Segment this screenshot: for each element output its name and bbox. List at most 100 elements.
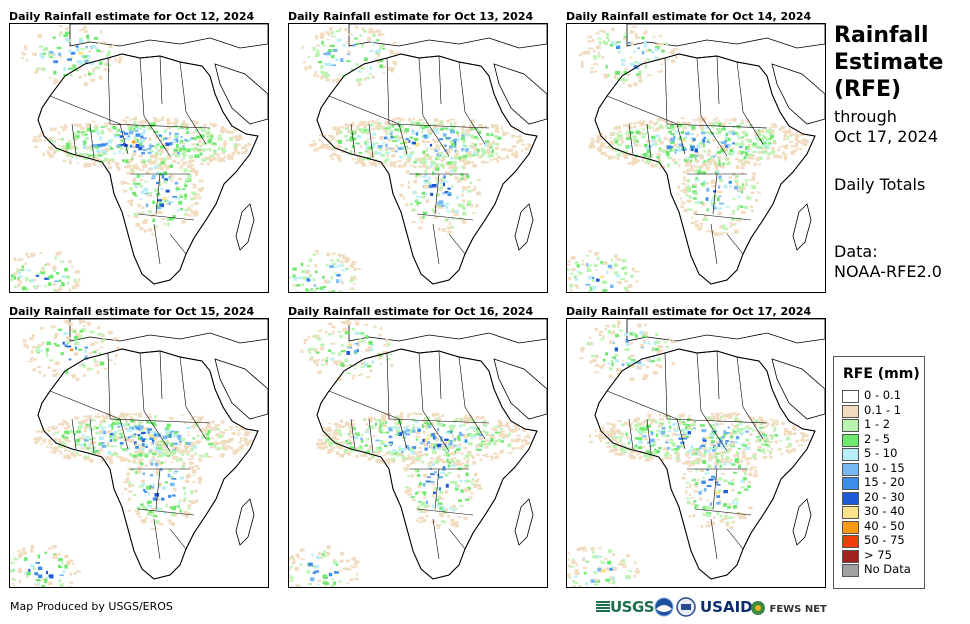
rain-cell xyxy=(729,185,733,188)
rain-cell xyxy=(166,120,171,123)
rain-cell xyxy=(147,491,151,496)
rain-cell xyxy=(317,370,322,374)
rain-cell xyxy=(755,137,760,141)
rain-cell xyxy=(188,500,191,503)
rain-cell xyxy=(166,218,170,222)
rain-cell xyxy=(794,143,799,147)
rain-cell xyxy=(450,445,455,449)
rain-cell xyxy=(490,438,494,441)
rain-cell xyxy=(386,155,389,158)
rain-cell xyxy=(567,263,571,266)
rain-cell xyxy=(313,348,318,353)
rain-cell xyxy=(589,287,593,291)
rain-cell xyxy=(660,69,663,73)
rain-cell xyxy=(78,39,84,43)
rain-cell xyxy=(369,153,375,157)
rain-cell xyxy=(366,365,372,368)
rain-cell xyxy=(412,499,417,502)
rain-cell xyxy=(685,163,690,167)
rain-cell xyxy=(456,451,460,454)
country-border xyxy=(628,123,634,155)
rain-cell xyxy=(156,171,159,176)
rain-cell xyxy=(399,125,404,129)
rain-cell xyxy=(705,166,710,171)
rain-cell xyxy=(215,424,220,427)
rain-cell xyxy=(332,435,336,440)
rain-cell xyxy=(741,158,744,162)
rain-cell xyxy=(465,479,470,483)
rain-cell xyxy=(313,334,317,338)
rain-cell xyxy=(153,424,157,427)
rain-cell xyxy=(210,154,215,157)
rain-cell xyxy=(197,148,202,152)
rain-cell xyxy=(388,441,394,445)
rain-cell xyxy=(594,32,600,35)
rain-cell xyxy=(220,127,225,130)
rain-cell xyxy=(368,341,373,345)
rain-cell xyxy=(423,136,428,139)
rain-cell xyxy=(368,146,373,150)
rain-cell xyxy=(472,419,475,423)
rain-cell xyxy=(417,501,422,503)
rain-cell xyxy=(141,429,145,433)
rain-cell xyxy=(505,422,509,425)
rain-cell xyxy=(462,154,465,157)
rain-cell xyxy=(655,433,659,437)
rain-cell xyxy=(133,213,138,216)
rain-cell xyxy=(702,144,705,148)
rain-cell xyxy=(411,427,415,430)
rain-cell xyxy=(164,178,169,181)
rain-cell xyxy=(771,147,775,150)
rain-cell xyxy=(173,487,177,492)
rain-cell xyxy=(621,63,625,66)
rain-cell xyxy=(694,148,698,153)
rain-cell xyxy=(461,433,465,436)
rain-cell xyxy=(108,359,113,362)
rain-cell xyxy=(138,212,143,215)
rain-cell xyxy=(617,281,623,285)
rain-cell xyxy=(476,427,481,431)
rain-cell xyxy=(185,178,190,181)
rain-cell xyxy=(57,429,61,432)
rain-cell xyxy=(619,151,623,154)
rain-cell xyxy=(734,186,739,190)
rain-cell xyxy=(345,124,350,128)
rain-cell xyxy=(181,449,185,453)
rain-cell xyxy=(407,447,411,451)
rain-cell xyxy=(112,421,117,425)
rain-cell xyxy=(746,154,751,158)
rain-cell xyxy=(159,203,164,208)
rain-cell xyxy=(476,484,482,487)
rain-cell xyxy=(682,125,687,128)
rain-cell xyxy=(427,464,432,467)
rain-cell xyxy=(33,145,38,148)
rain-cell xyxy=(73,278,77,283)
rain-cell xyxy=(99,424,102,427)
rain-cell xyxy=(425,122,429,124)
rain-cell xyxy=(721,122,726,127)
rain-cell xyxy=(416,195,421,198)
rain-cell xyxy=(333,48,338,52)
rain-cell xyxy=(322,44,327,47)
rain-cell xyxy=(803,143,807,147)
rain-cell xyxy=(363,362,367,367)
rain-cell xyxy=(735,157,738,160)
rain-cell xyxy=(244,430,248,435)
rain-cell xyxy=(468,153,473,158)
rain-cell xyxy=(189,166,192,169)
rain-cell xyxy=(137,460,142,465)
rain-cell xyxy=(129,453,133,457)
rain-cell xyxy=(453,462,458,465)
rain-cell xyxy=(440,159,444,163)
rain-cell xyxy=(423,442,428,446)
rain-cell xyxy=(158,134,162,137)
rain-cell xyxy=(721,457,726,460)
rain-cell xyxy=(745,153,748,157)
rain-cell xyxy=(758,434,763,438)
rain-cell xyxy=(149,434,153,437)
rain-cell xyxy=(758,417,762,420)
rain-cell xyxy=(200,455,204,458)
rain-cell xyxy=(323,74,328,78)
rain-cell xyxy=(227,445,230,448)
rain-cell xyxy=(36,351,40,354)
